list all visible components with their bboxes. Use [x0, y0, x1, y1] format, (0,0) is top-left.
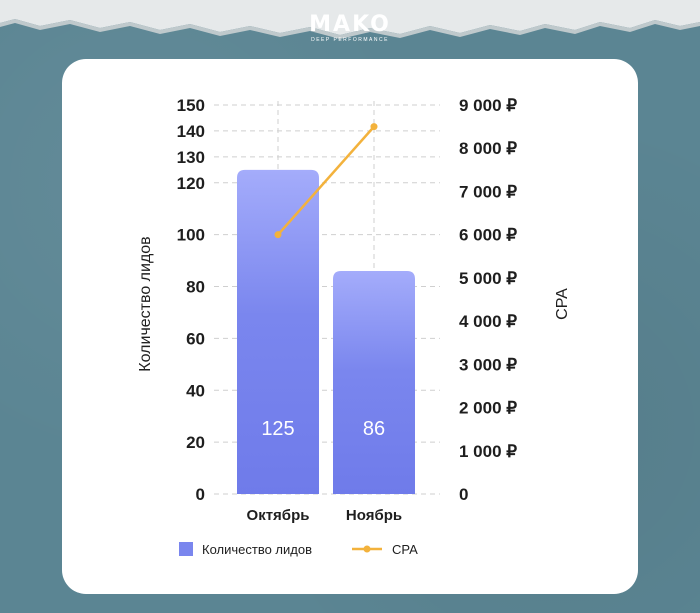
y-right-tick-label: 9 000 ₽ — [459, 96, 517, 115]
y-right-axis-title: CPA — [554, 288, 571, 320]
bar-data-label: 125 — [261, 418, 294, 440]
y-right-tick-label: 6 000 ₽ — [459, 226, 517, 245]
y-right-tick-label: 2 000 ₽ — [459, 399, 517, 418]
legend-label-line: CPA — [392, 542, 418, 557]
bar-data-label: 86 — [363, 418, 385, 440]
legend-swatch-bars — [179, 542, 193, 556]
y-tick-label: 120 — [177, 174, 205, 193]
y-right-tick-label: 0 — [459, 485, 468, 504]
y-tick-label: 80 — [186, 278, 205, 297]
y-tick-label: 100 — [177, 226, 205, 245]
legend-swatch-point — [363, 545, 371, 553]
torn-paper-decoration — [0, 0, 700, 39]
logo-tagline: DEEP PERFORMANCE — [311, 37, 389, 43]
x-tick-label: Ноябрь — [346, 507, 402, 524]
y-right-tick-label: 4 000 ₽ — [459, 312, 517, 331]
y-tick-label: 60 — [186, 329, 205, 348]
y-right-tick-label: 1 000 ₽ — [459, 442, 517, 461]
y-tick-label: 40 — [186, 381, 205, 400]
y-axis-title: Количество лидов — [137, 236, 154, 371]
y-right-tick-label: 7 000 ₽ — [459, 182, 517, 201]
cpa-line — [277, 125, 375, 236]
y-tick-label: 20 — [186, 433, 205, 452]
logo-wordmark: MAKO — [309, 12, 391, 37]
chart: 0 20 40 60 80 100 120 130 140 150 0 1 000 ₽ 2 000 ₽ 3… — [137, 96, 571, 557]
cpa-point — [370, 123, 378, 131]
brand-logo: MAKO DEEP PERFORMANCE — [0, 12, 700, 44]
chart-card: 0 20 40 60 80 100 120 130 140 150 0 1 000 ₽ 2 000 ₽ 3… — [62, 59, 638, 594]
cpa-point — [274, 231, 282, 239]
bar — [333, 270, 415, 494]
y-right-tick-label: 8 000 ₽ — [459, 139, 517, 158]
legend-label-bars: Количество лидов — [202, 542, 312, 557]
y-tick-label: 150 — [177, 96, 205, 115]
y-right-tick-label: 3 000 ₽ — [459, 355, 517, 374]
y-right-tick-label: 5 000 ₽ — [459, 269, 517, 288]
y-tick-label: 130 — [177, 148, 205, 167]
y-tick-label: 0 — [196, 485, 205, 504]
x-tick-label: Октябрь — [247, 507, 310, 524]
bar — [237, 169, 319, 494]
y-tick-label: 140 — [177, 122, 205, 141]
